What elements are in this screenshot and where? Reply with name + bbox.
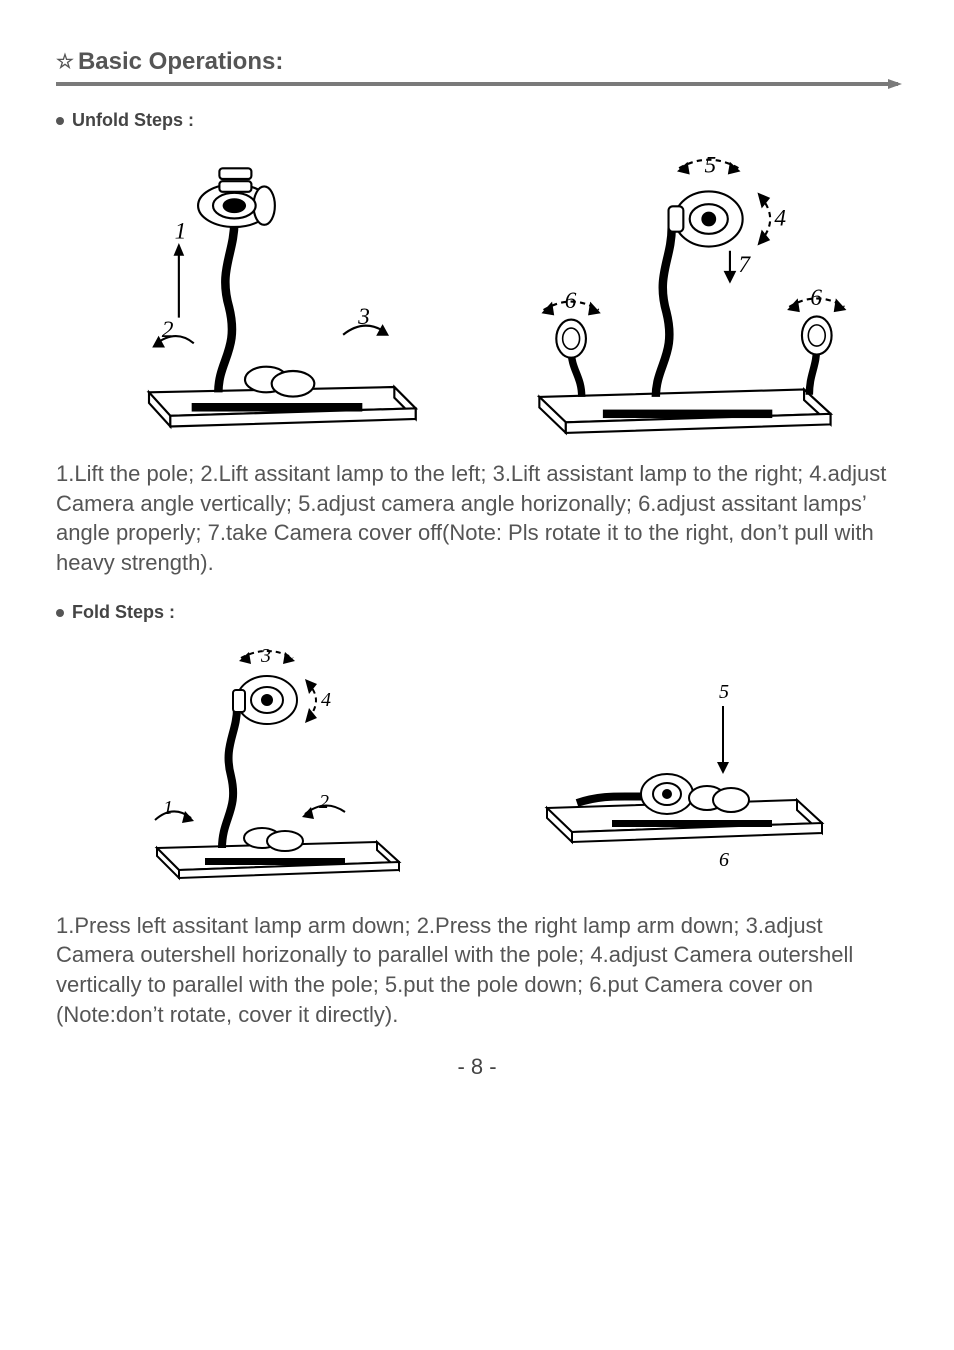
- fold-label-1: 1: [163, 797, 173, 819]
- unfold-right-svg: 5 4 7 6 6: [497, 141, 857, 441]
- page-title: ☆Basic Operations:: [56, 48, 898, 76]
- fold-label-6: 6: [719, 849, 729, 871]
- fold-diagram-row: 3 4 1 2: [56, 633, 898, 893]
- unfold-body-text: 1.Lift the pole; 2.Lift assitant lamp to…: [56, 459, 898, 578]
- title-rule: [56, 82, 898, 86]
- title-text: Basic Operations:: [78, 48, 283, 75]
- unfold-heading-text: Unfold Steps :: [72, 110, 194, 130]
- fold-left-svg: 3 4 1 2: [127, 638, 427, 888]
- unfold-diagram-right: 5 4 7 6 6: [497, 141, 857, 441]
- title-rule-bar: [56, 82, 898, 86]
- bullet-icon: [56, 609, 64, 617]
- fold-label-5: 5: [719, 681, 729, 703]
- unfold-heading: Unfold Steps :: [56, 110, 898, 131]
- page-number: - 8 -: [56, 1054, 898, 1080]
- fold-diagram-left: 3 4 1 2: [97, 633, 457, 893]
- fold-label-4: 4: [321, 689, 331, 711]
- label-7: 7: [738, 252, 751, 278]
- label-2: 2: [162, 317, 174, 343]
- label-5: 5: [705, 152, 717, 178]
- title-rule-arrow-icon: [888, 79, 902, 89]
- label-4: 4: [774, 205, 786, 231]
- unfold-diagram-left: 1 2 3: [97, 141, 457, 441]
- fold-body-text: 1.Press left assitant lamp arm down; 2.P…: [56, 911, 898, 1030]
- fold-diagram-right: 5 6: [497, 633, 857, 893]
- unfold-diagram-row: 1 2 3: [56, 141, 898, 441]
- label-1: 1: [175, 219, 187, 245]
- fold-right-svg: 5 6: [517, 648, 837, 878]
- label-3: 3: [357, 304, 370, 330]
- star-icon: ☆: [56, 49, 74, 74]
- fold-heading-text: Fold Steps :: [72, 602, 175, 622]
- bullet-icon: [56, 117, 64, 125]
- fold-label-2: 2: [319, 791, 329, 813]
- unfold-left-svg: 1 2 3: [117, 146, 437, 436]
- fold-label-3: 3: [260, 645, 271, 667]
- label-6b: 6: [810, 285, 822, 311]
- label-6a: 6: [565, 288, 577, 314]
- fold-heading: Fold Steps :: [56, 602, 898, 623]
